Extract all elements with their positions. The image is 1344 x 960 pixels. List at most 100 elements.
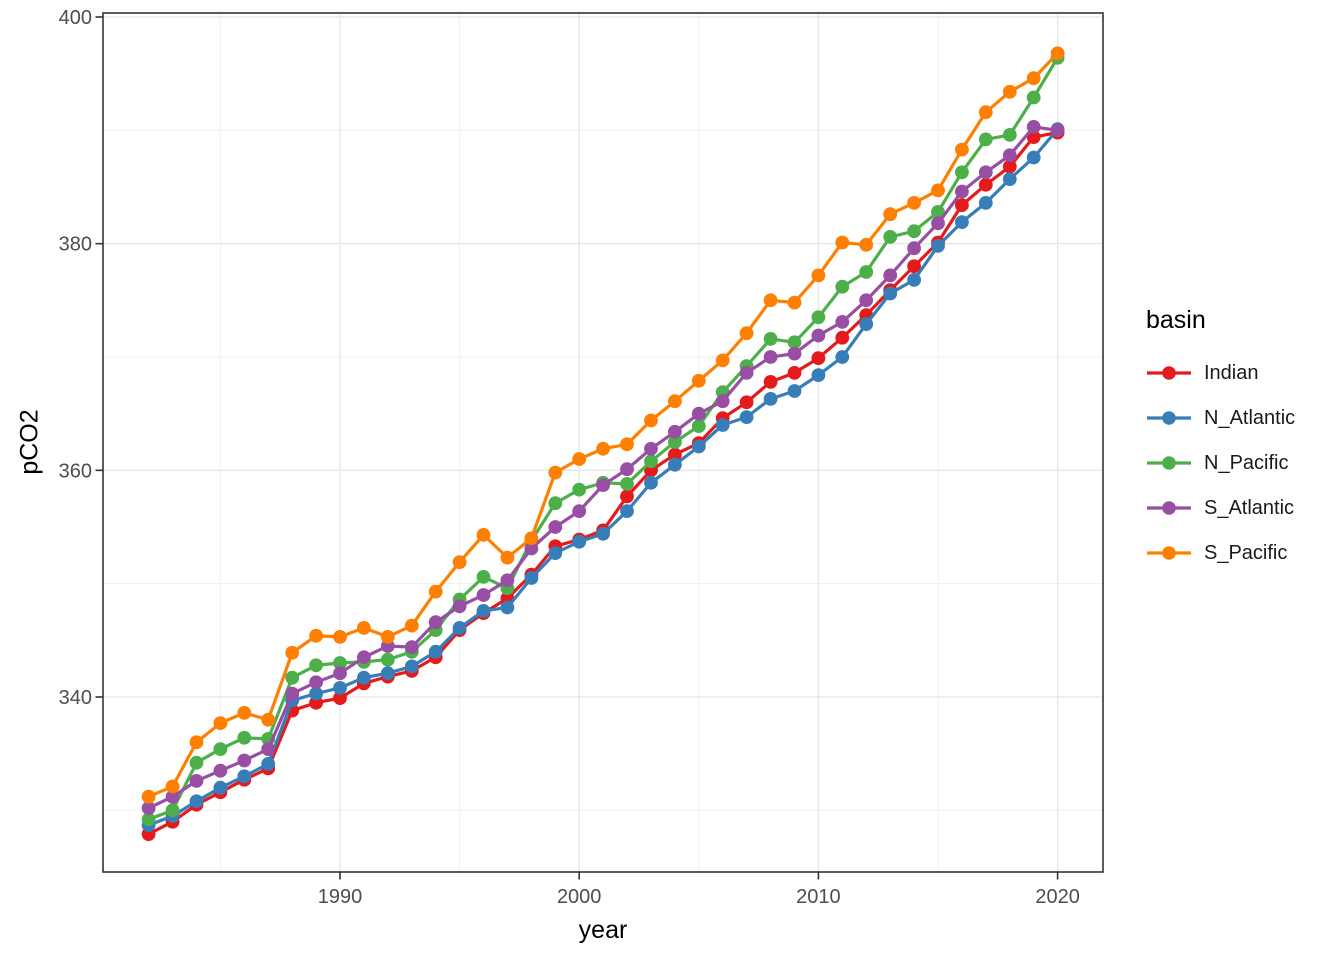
data-point-S_Atlantic	[404, 640, 419, 654]
data-point-N_Pacific	[1026, 90, 1041, 105]
data-point-S_Atlantic	[261, 742, 276, 756]
data-point-N_Atlantic	[835, 350, 850, 364]
data-point-S_Atlantic	[189, 774, 204, 788]
y-tick-label: 400	[59, 7, 92, 29]
legend-key-N_Atlantic	[1147, 411, 1191, 425]
data-point-S_Pacific	[739, 326, 754, 341]
data-point-S_Pacific	[596, 441, 610, 456]
data-point-N_Atlantic	[524, 571, 539, 585]
data-point-S_Pacific	[883, 207, 898, 222]
data-point-S_Pacific	[476, 528, 491, 542]
data-point-S_Atlantic	[165, 789, 180, 804]
data-point-N_Atlantic	[620, 504, 634, 518]
legend-key-S_Pacific	[1147, 546, 1191, 560]
legend-key-dot-icon	[1162, 411, 1176, 425]
data-point-N_Pacific	[955, 165, 969, 180]
legend-item-label: Indian	[1204, 361, 1259, 384]
data-point-N_Pacific	[309, 658, 323, 673]
data-point-S_Atlantic	[596, 478, 610, 492]
data-point-S_Atlantic	[811, 328, 826, 343]
y-tick-label: 360	[59, 460, 92, 482]
data-point-Indian	[787, 366, 802, 380]
data-point-N_Pacific	[380, 652, 395, 667]
data-point-N_Pacific	[141, 812, 156, 827]
data-point-S_Atlantic	[548, 520, 563, 534]
data-point-N_Atlantic	[333, 681, 347, 695]
data-point-S_Pacific	[189, 735, 204, 750]
data-point-N_Atlantic	[1002, 172, 1017, 187]
data-point-Indian	[763, 375, 778, 389]
data-point-S_Pacific	[859, 237, 874, 252]
data-point-N_Atlantic	[189, 794, 204, 809]
data-point-N_Pacific	[548, 496, 563, 511]
data-point-N_Atlantic	[1026, 150, 1041, 165]
data-point-S_Pacific	[1026, 71, 1041, 86]
data-point-S_Pacific	[309, 628, 323, 643]
data-point-N_Atlantic	[572, 534, 587, 549]
data-point-N_Pacific	[787, 335, 802, 350]
data-point-S_Atlantic	[357, 650, 371, 665]
data-point-S_Pacific	[644, 413, 658, 428]
legend-item-N_Pacific: N_Pacific	[1146, 451, 1289, 474]
legend-title: basin	[1146, 306, 1206, 334]
data-point-N_Pacific	[691, 419, 706, 433]
data-point-S_Pacific	[715, 353, 730, 368]
data-point-Indian	[620, 489, 634, 504]
x-tick-label: 2020	[1035, 886, 1080, 908]
legend-key-Indian	[1147, 366, 1191, 380]
data-point-S_Pacific	[787, 295, 802, 310]
data-point-N_Pacific	[213, 742, 228, 756]
data-point-Indian	[907, 259, 921, 274]
legend: basin Indian N_Atlantic N_Pacific S_Atlanti…	[1146, 306, 1342, 564]
data-point-S_Atlantic	[309, 675, 323, 690]
data-point-N_Atlantic	[644, 475, 658, 490]
data-point-N_Pacific	[907, 224, 921, 239]
data-point-S_Atlantic	[428, 615, 443, 630]
data-point-N_Atlantic	[931, 239, 945, 253]
data-point-S_Pacific	[931, 183, 945, 198]
data-point-N_Pacific	[811, 310, 826, 325]
data-point-Indian	[955, 198, 969, 213]
data-point-S_Pacific	[1002, 84, 1017, 99]
data-point-N_Pacific	[165, 803, 180, 818]
data-point-S_Pacific	[524, 531, 539, 546]
data-point-N_Atlantic	[548, 546, 563, 560]
data-point-S_Atlantic	[452, 599, 467, 614]
data-point-S_Atlantic	[644, 441, 658, 456]
data-point-S_Atlantic	[691, 406, 706, 421]
data-point-S_Pacific	[668, 394, 682, 409]
data-point-S_Pacific	[620, 437, 634, 452]
data-point-N_Pacific	[644, 454, 658, 469]
data-point-S_Pacific	[835, 235, 850, 250]
data-point-S_Pacific	[333, 630, 347, 644]
legend-item-label: N_Pacific	[1204, 451, 1289, 474]
data-point-N_Atlantic	[811, 368, 826, 382]
data-point-N_Atlantic	[668, 457, 682, 472]
x-tick-label: 2000	[557, 886, 602, 908]
data-point-S_Pacific	[548, 465, 563, 480]
data-point-S_Atlantic	[715, 394, 730, 409]
data-point-N_Atlantic	[404, 659, 419, 674]
data-point-N_Atlantic	[357, 670, 371, 685]
data-point-Indian	[1002, 159, 1017, 174]
data-point-N_Atlantic	[691, 439, 706, 454]
data-point-S_Atlantic	[333, 666, 347, 681]
data-point-S_Atlantic	[668, 424, 682, 439]
panel-border	[102, 12, 1104, 873]
data-point-S_Pacific	[955, 142, 969, 157]
data-point-S_Atlantic	[141, 801, 156, 815]
data-point-N_Atlantic	[261, 757, 276, 771]
data-point-S_Atlantic	[213, 763, 228, 778]
legend-key-S_Atlantic	[1147, 501, 1191, 515]
data-point-N_Atlantic	[715, 418, 730, 432]
y-axis-title: pCO2	[15, 409, 44, 475]
data-point-S_Pacific	[811, 268, 826, 283]
legend-item-N_Atlantic: N_Atlantic	[1146, 407, 1295, 429]
data-point-S_Atlantic	[883, 268, 898, 283]
data-point-N_Atlantic	[763, 392, 778, 406]
x-axis-title: year	[578, 916, 628, 944]
data-point-N_Pacific	[978, 132, 993, 147]
data-point-S_Atlantic	[978, 165, 993, 180]
data-point-S_Pacific	[907, 196, 921, 210]
